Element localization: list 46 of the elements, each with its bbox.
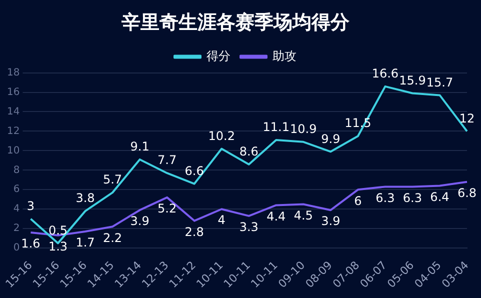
data-label: 6.8 [457,186,477,200]
data-label: 9.9 [321,132,340,146]
data-label: 3 [26,198,35,213]
data-label: 6.3 [402,190,422,205]
data-label: 0.5 [48,223,68,238]
data-label: 1.7 [76,236,95,250]
data-label: 15.7 [426,75,454,90]
data-label: 5.2 [158,202,177,216]
data-label: 1.6 [21,236,40,251]
data-label: 11.1 [262,120,290,134]
data-label: 10.2 [208,128,235,143]
data-label: 12 [459,111,475,126]
data-label: 7.7 [158,153,177,168]
data-label: 16.6 [372,66,399,81]
data-label: 3.9 [321,214,340,228]
y-tick-label: 12 [6,126,20,137]
data-label: 1.3 [48,240,68,254]
data-label: 9.1 [130,140,150,154]
y-tick-label: 6 [13,184,20,196]
data-label: 2.2 [102,230,122,245]
data-label: 6.3 [376,190,395,205]
y-tick-label: 14 [6,106,20,118]
data-label: 15.9 [399,73,426,88]
y-tick-label: 10 [6,145,20,156]
data-label: 6 [354,194,362,208]
legend-label: 得分 [206,48,230,63]
y-tick-label: 0 [13,242,20,254]
data-label: 10.9 [290,122,317,136]
data-label: 6.4 [430,190,450,204]
data-label: 2.8 [184,224,204,239]
data-label: 4.4 [266,209,286,224]
data-label: 4 [218,213,226,228]
chart-title: 辛里奇生涯各赛季场均得分 [120,11,350,34]
y-tick-label: 16 [6,86,20,98]
data-label: 8.6 [239,144,258,158]
data-label: 6.6 [184,164,204,178]
y-tick-label: 8 [13,164,20,176]
legend-label: 助攻 [272,48,296,63]
data-label: 3.3 [239,220,258,234]
data-label: 3.8 [76,191,95,206]
data-label: 4.5 [294,208,313,222]
data-label: 5.7 [102,172,122,187]
y-tick-label: 2 [13,223,20,234]
y-tick-label: 18 [6,67,20,78]
data-label: 3.9 [130,214,150,228]
y-tick-label: 4 [13,204,20,215]
